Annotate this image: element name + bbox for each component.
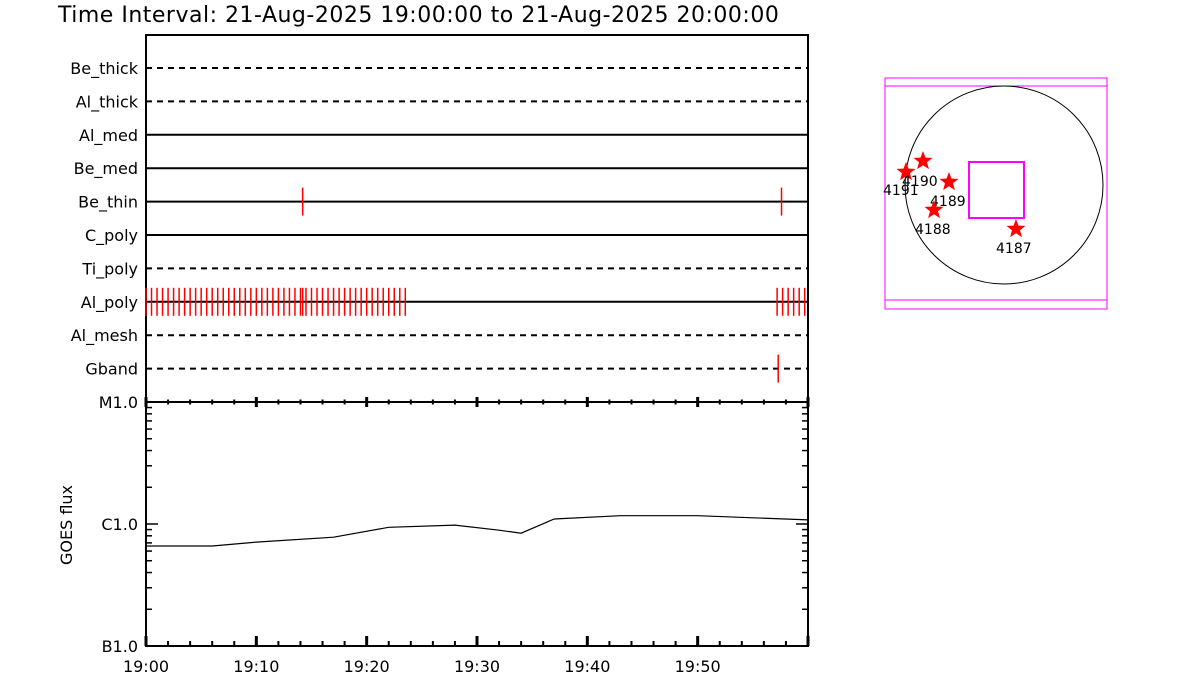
active-region-star-icon [924,200,944,219]
x-tick-label: 19:40 [564,657,610,676]
filter-label: Be_thick [70,59,138,79]
timeline-frame [145,34,809,403]
y-axis-label: GOES flux [57,485,76,565]
filter-label: Al_med [79,126,138,146]
y-tick-label: C1.0 [101,515,138,534]
x-tick-label: 19:10 [233,657,279,676]
x-tick-label: 19:20 [344,657,390,676]
filter-label: Be_thin [78,193,138,213]
filter-label: Al_thick [76,92,139,112]
goes-frame [145,401,809,647]
solar-disk [904,85,1104,285]
map-frame [884,77,1108,310]
xrt-fov-box [968,161,1025,219]
goes-flux-line [146,515,809,547]
active-region-label: 4188 [915,222,951,238]
filter-label: Gband [85,360,138,379]
active-region-star-icon [913,151,933,170]
y-tick-label: M1.0 [99,393,138,412]
filter-label: Al_mesh [71,326,138,346]
x-tick-label: 19:00 [123,657,169,676]
filter-label: C_poly [85,226,138,246]
y-tick-label: B1.0 [102,637,138,656]
active-region-star-icon [896,162,916,181]
x-tick-label: 19:30 [454,657,500,676]
filter-label: Al_poly [81,293,138,313]
active-region-star-icon [939,172,959,191]
active-region-label: 4190 [902,174,938,190]
filter-label: Ti_poly [81,259,138,279]
active-region-label: 4187 [996,241,1032,257]
active-region-label: 4191 [883,183,919,199]
active-region-star-icon [1006,219,1026,238]
x-tick-label: 19:50 [675,657,721,676]
active-region-label: 4189 [930,194,966,210]
chart-title: Time Interval: 21-Aug-2025 19:00:00 to 2… [58,3,780,28]
filter-label: Be_med [74,159,138,179]
